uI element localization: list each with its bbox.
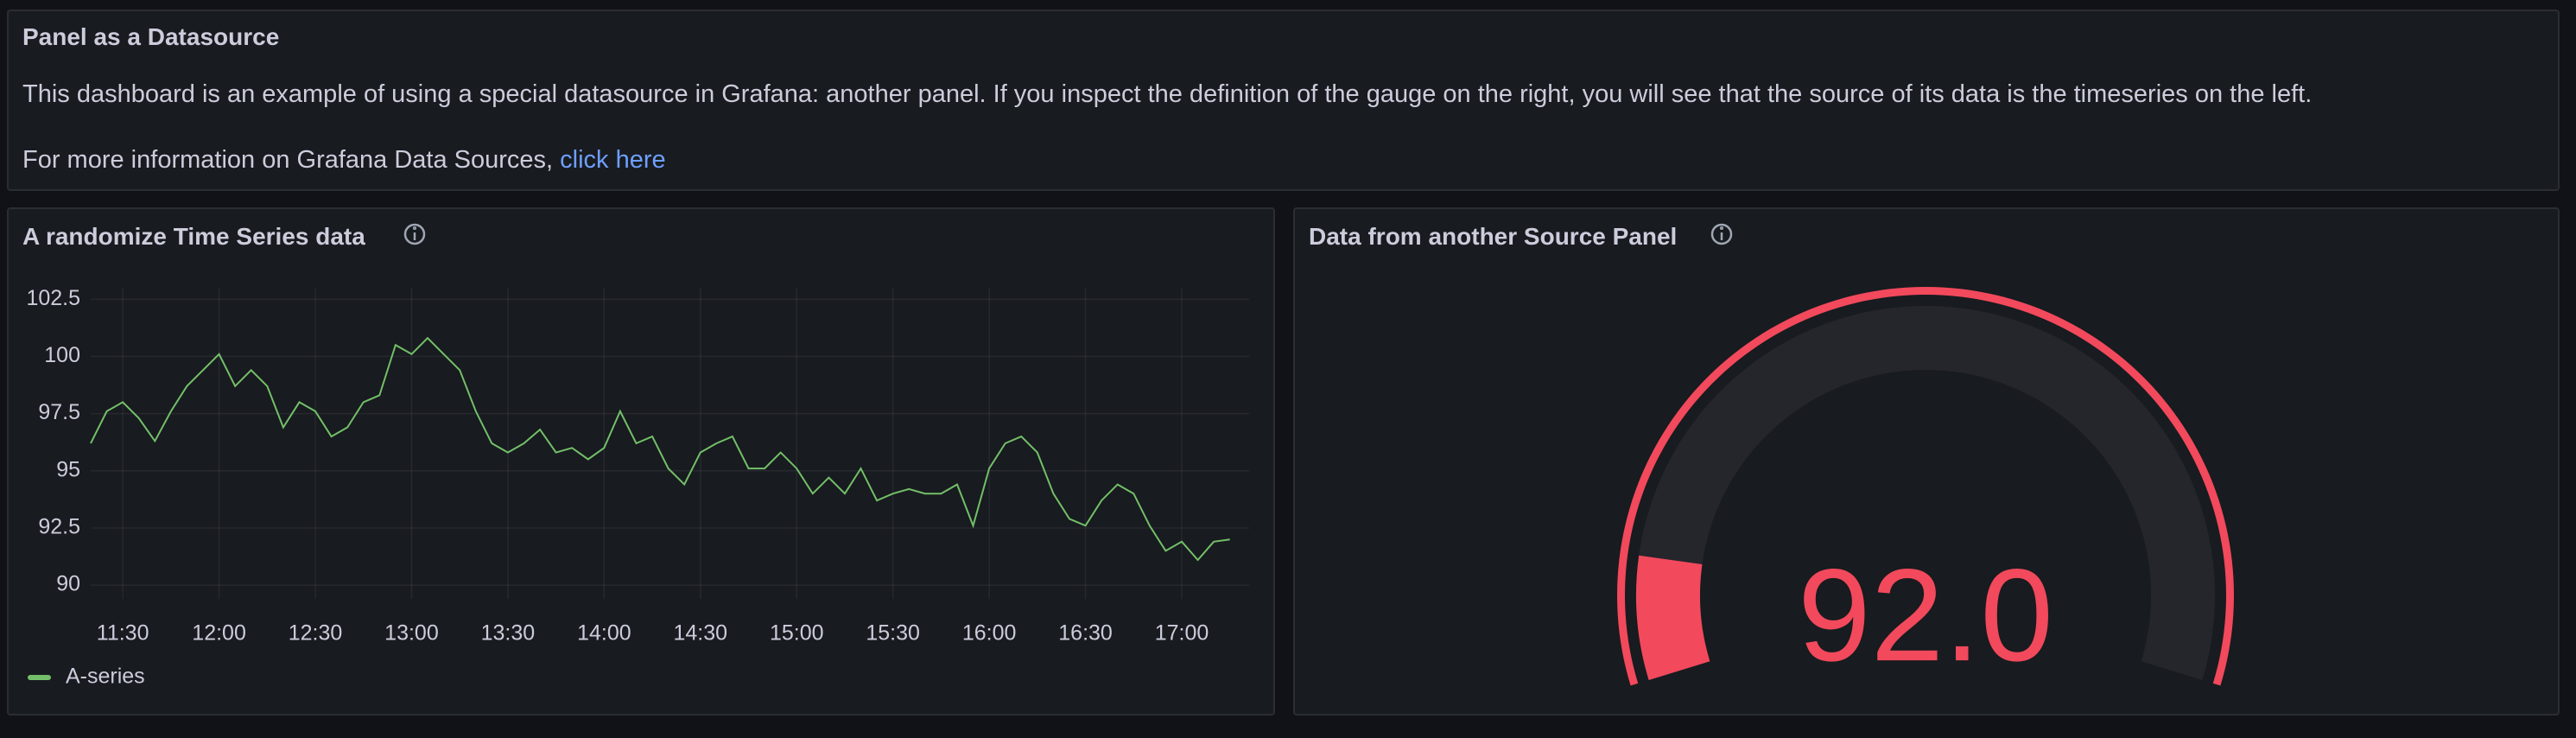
- panel-title: Panel as a Datasource: [22, 23, 280, 50]
- series-line: [90, 336, 1230, 562]
- x-tick-label: 13:00: [384, 621, 439, 646]
- x-tick-label: 14:00: [577, 621, 631, 646]
- legend-label: A-series: [66, 665, 145, 689]
- paragraph: This dashboard is an example of using a …: [22, 80, 2313, 108]
- x-tick-label: 15:00: [770, 621, 824, 646]
- y-tick-label: 102.5: [26, 286, 80, 310]
- gauge-value-label: 92.0: [1798, 542, 2053, 689]
- x-tick-label: 16:00: [962, 621, 1017, 646]
- timeseries-panel: A randomize Time Series data: [7, 207, 1275, 716]
- x-tick-label: 17:00: [1155, 621, 1209, 646]
- info-icon: [403, 223, 1733, 245]
- x-tick-label: 11:30: [97, 621, 149, 646]
- x-tick-label: 14:30: [674, 621, 728, 646]
- x-tick-label: 15:30: [866, 621, 920, 646]
- more-info: For more information on Grafana Data Sou…: [22, 146, 666, 175]
- gauge-track: [1636, 305, 2215, 680]
- legend-marker: [28, 675, 51, 680]
- x-tick-label: 12:00: [192, 621, 246, 646]
- y-tick-label: 95: [56, 457, 80, 481]
- panel-title: Data from another Source Panel: [1309, 223, 1678, 250]
- x-tick-label: 13:30: [481, 621, 536, 646]
- y-tick-label: 92.5: [38, 515, 80, 539]
- link[interactable]: click here: [560, 146, 666, 174]
- x-tick-label: 12:30: [289, 621, 343, 646]
- y-tick-label: 100: [44, 343, 80, 367]
- y-tick-label: 97.5: [38, 400, 80, 424]
- text-panel: Panel as a Datasource This dashboard is …: [7, 10, 2560, 191]
- x-tick-label: 16:30: [1058, 621, 1113, 646]
- more-info-text: For more information on Grafana Data Sou…: [22, 146, 554, 174]
- gauge-value: [1635, 555, 1710, 680]
- y-tick-label: 90: [56, 572, 80, 596]
- panel-title: A randomize Time Series data: [22, 223, 365, 250]
